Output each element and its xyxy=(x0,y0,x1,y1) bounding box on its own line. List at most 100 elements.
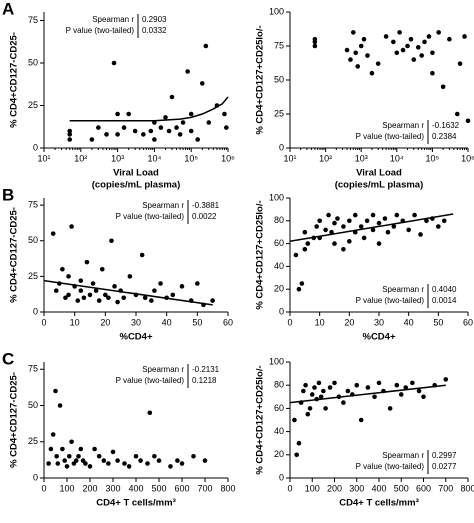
y-tick-label: 100 xyxy=(269,192,284,202)
y-tick-label: 25 xyxy=(28,271,38,281)
point xyxy=(60,446,65,452)
point xyxy=(93,288,99,293)
point xyxy=(57,403,63,408)
point xyxy=(84,259,90,265)
point xyxy=(210,298,215,303)
point xyxy=(103,292,108,298)
x-tick-label: 10¹ xyxy=(283,153,296,163)
x-tick-label: 800 xyxy=(220,483,235,493)
point xyxy=(422,39,427,45)
point xyxy=(411,57,417,62)
x-tick-label: 100 xyxy=(305,483,320,493)
point xyxy=(163,115,168,120)
x-tick-label: 700 xyxy=(197,483,212,493)
point xyxy=(347,218,352,224)
point xyxy=(419,53,424,58)
y-axis-title: % CD4+CD127+CD25lo/- xyxy=(255,200,266,309)
x-axis-title: (copies/mL plasma) xyxy=(92,180,181,191)
point xyxy=(430,70,435,76)
y-tick-label: 75 xyxy=(28,15,38,25)
point xyxy=(355,64,361,69)
point xyxy=(109,238,114,244)
stat-value: 0.2384 xyxy=(432,132,457,141)
point xyxy=(370,212,376,218)
point xyxy=(96,298,102,303)
point xyxy=(370,227,376,233)
point xyxy=(46,461,51,466)
stat-value: 0.4040 xyxy=(432,285,457,294)
point xyxy=(67,137,73,142)
stat-label: P value (two-tailed) xyxy=(356,296,425,305)
point xyxy=(302,247,308,252)
stat-label: Spearman r xyxy=(382,451,424,460)
point xyxy=(152,288,157,293)
point xyxy=(158,125,164,130)
point xyxy=(415,45,421,50)
point xyxy=(335,216,340,221)
point xyxy=(202,458,208,463)
point xyxy=(152,137,157,142)
x-tick-label: 600 xyxy=(416,483,431,493)
point xyxy=(115,111,120,117)
point xyxy=(132,128,138,134)
point xyxy=(96,453,102,459)
y-tick-label: 80 xyxy=(274,380,284,390)
x-tick-label: 200 xyxy=(327,483,342,493)
point xyxy=(115,132,120,137)
point xyxy=(296,440,302,446)
stat-value: -0.3881 xyxy=(192,201,220,210)
point xyxy=(307,406,313,411)
point xyxy=(316,380,322,386)
point xyxy=(327,385,333,390)
point xyxy=(317,218,322,224)
point xyxy=(383,34,389,39)
point xyxy=(139,252,145,258)
stat-label: P value (two-tailed) xyxy=(66,26,135,35)
point xyxy=(48,446,54,452)
point xyxy=(104,132,109,137)
y-tick-label: 50 xyxy=(28,400,38,410)
point xyxy=(53,288,59,293)
point xyxy=(138,458,143,463)
point xyxy=(301,388,306,394)
point xyxy=(203,43,209,49)
stat-label: P value (two-tailed) xyxy=(356,132,425,141)
y-tick-label: 25 xyxy=(28,436,38,446)
point xyxy=(376,241,382,246)
y-tick-label: 0 xyxy=(279,472,284,482)
trend-line xyxy=(69,96,229,122)
point xyxy=(158,281,163,286)
x-axis-title: %CD4+ xyxy=(363,332,396,343)
y-tick-label: 0 xyxy=(279,306,284,316)
point xyxy=(110,449,116,455)
y-tick-label: 60 xyxy=(274,403,284,413)
point xyxy=(376,380,382,386)
point xyxy=(426,34,432,39)
point xyxy=(312,36,318,42)
point xyxy=(326,212,331,218)
trend-line xyxy=(289,384,446,404)
y-tick-label: 100 xyxy=(269,356,284,366)
point xyxy=(168,464,173,469)
point xyxy=(465,118,471,124)
point xyxy=(106,295,111,301)
point xyxy=(391,39,396,45)
x-axis-title: %CD4+ xyxy=(120,332,153,343)
point xyxy=(133,453,139,459)
point xyxy=(53,388,58,394)
point xyxy=(112,284,117,289)
x-axis-title: CD4+ T cells/mm³ xyxy=(339,498,418,509)
point xyxy=(63,295,68,301)
y-axis-title: % CD4+CD127-CD25- xyxy=(9,372,20,468)
point xyxy=(436,30,441,35)
point xyxy=(345,388,351,394)
stat-value: 0.0022 xyxy=(192,212,217,221)
y-tick-label: 25 xyxy=(274,108,284,118)
point xyxy=(149,298,154,303)
point xyxy=(344,47,350,53)
point xyxy=(365,385,371,390)
x-tick-label: 10⁵ xyxy=(426,153,440,163)
x-tick-label: 60 xyxy=(463,317,473,327)
y-axis-title: % CD4+CD127-CD25- xyxy=(9,32,20,128)
x-tick-label: 0 xyxy=(41,483,46,493)
